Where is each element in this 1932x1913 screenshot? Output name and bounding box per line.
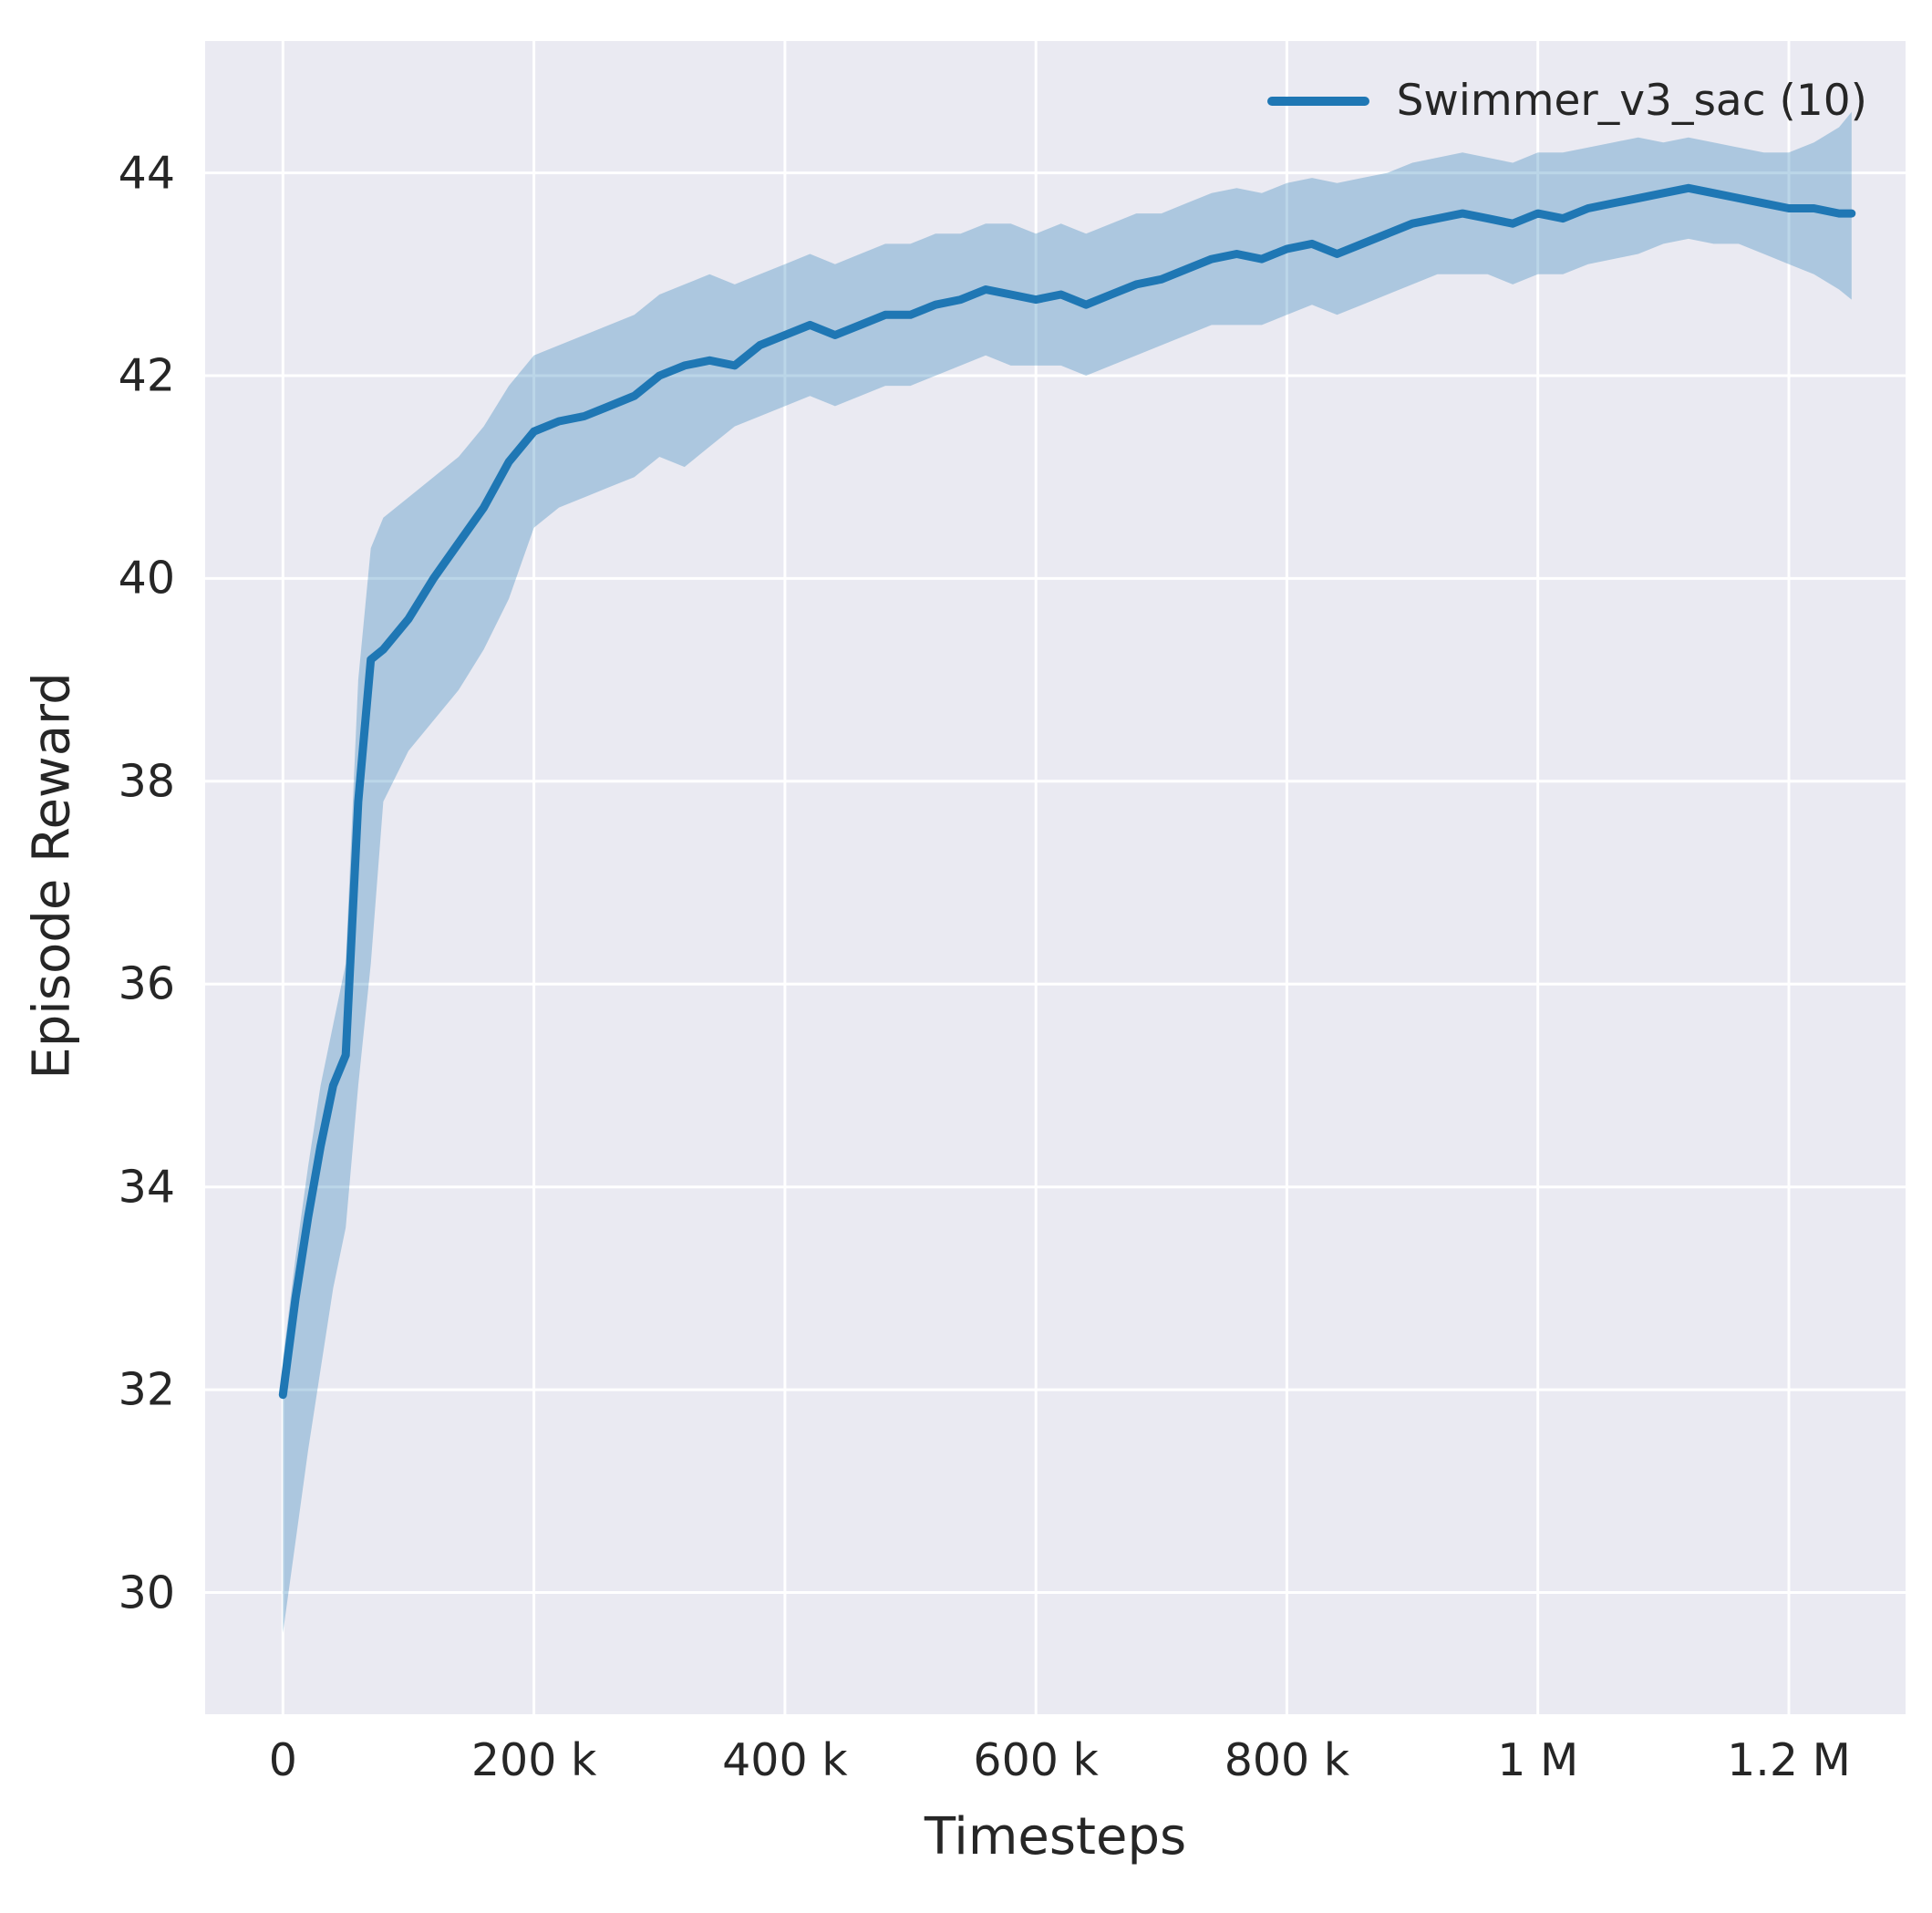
confidence-band (283, 111, 1852, 1633)
legend-label: Swimmer_v3_sac (10) (1396, 76, 1867, 126)
y-tick-label: 42 (118, 349, 175, 402)
y-tick-label: 30 (118, 1567, 175, 1619)
y-tick-label: 36 (118, 957, 175, 1010)
y-tick-label: 34 (118, 1161, 175, 1214)
x-tick-label: 200 k (470, 1734, 597, 1786)
x-tick-label: 800 k (1224, 1734, 1350, 1786)
y-tick-label: 32 (118, 1363, 175, 1416)
plot-area: Swimmer_v3_sac (10) (205, 41, 1906, 1714)
x-tick-label: 600 k (973, 1734, 1099, 1786)
y-tick-label: 40 (118, 552, 175, 605)
mean-line (278, 183, 1856, 1400)
plot-canvas (205, 41, 1906, 1714)
x-tick-label: 0 (268, 1734, 297, 1786)
x-axis-label: Timesteps (924, 1807, 1187, 1866)
x-tick-label: 1 M (1497, 1734, 1579, 1786)
x-tick-label: 400 k (722, 1734, 848, 1786)
y-tick-label: 38 (118, 755, 175, 808)
legend-line-swatch (1266, 96, 1369, 106)
y-axis-label: Episode Reward (22, 672, 82, 1080)
legend: Swimmer_v3_sac (10) (1266, 76, 1867, 126)
x-tick-label: 1.2 M (1727, 1734, 1851, 1786)
y-tick-label: 44 (118, 147, 175, 200)
